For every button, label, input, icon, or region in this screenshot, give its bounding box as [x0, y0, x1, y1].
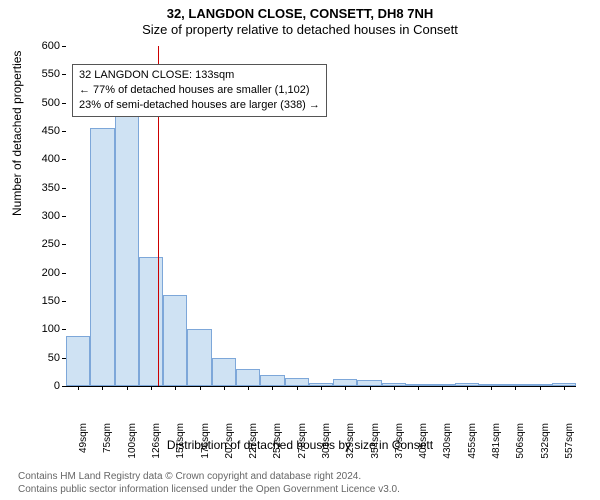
x-axis-label: Distribution of detached houses by size … [0, 438, 600, 452]
ytick-mark [62, 244, 66, 245]
ytick-mark [62, 46, 66, 47]
histogram-bar [187, 329, 211, 386]
histogram-bar [285, 378, 309, 387]
histogram-bar [333, 379, 357, 386]
xtick-mark [345, 386, 346, 390]
histogram-bar [139, 257, 163, 386]
xtick-mark [200, 386, 201, 390]
ytick-label: 50 [28, 352, 60, 364]
histogram-bar [163, 295, 187, 386]
xtick-mark [248, 386, 249, 390]
histogram-bar [90, 128, 114, 386]
histogram-bar [260, 375, 284, 386]
info-box: 32 LANGDON CLOSE: 133sqm← 77% of detache… [72, 64, 327, 117]
xtick-mark [491, 386, 492, 390]
ytick-mark [62, 301, 66, 302]
ytick-label: 550 [28, 68, 60, 80]
xtick-mark [224, 386, 225, 390]
ytick-mark [62, 159, 66, 160]
ytick-mark [62, 329, 66, 330]
page-title: 32, LANGDON CLOSE, CONSETT, DH8 7NH [0, 0, 600, 21]
ytick-label: 150 [28, 295, 60, 307]
ytick-label: 450 [28, 125, 60, 137]
info-box-line: 32 LANGDON CLOSE: 133sqm [79, 68, 320, 83]
info-box-line: ← 77% of detached houses are smaller (1,… [79, 83, 320, 98]
y-axis-label: Number of detached properties [10, 51, 24, 216]
xtick-mark [151, 386, 152, 390]
ytick-mark [62, 103, 66, 104]
footer-line-1: Contains HM Land Registry data © Crown c… [18, 470, 400, 483]
xtick-mark [564, 386, 565, 390]
xtick-mark [102, 386, 103, 390]
footer-line-2: Contains public sector information licen… [18, 483, 400, 496]
histogram-bar [115, 109, 139, 386]
xtick-mark [418, 386, 419, 390]
xtick-mark [467, 386, 468, 390]
ytick-label: 600 [28, 40, 60, 52]
xtick-mark [515, 386, 516, 390]
ytick-label: 250 [28, 238, 60, 250]
ytick-mark [62, 386, 66, 387]
xtick-mark [78, 386, 79, 390]
ytick-mark [62, 131, 66, 132]
plot-area: 05010015020025030035040045050055060049sq… [66, 46, 576, 387]
ytick-mark [62, 74, 66, 75]
histogram-bar [212, 358, 236, 386]
ytick-label: 400 [28, 153, 60, 165]
xtick-mark [321, 386, 322, 390]
histogram-bar [66, 336, 90, 386]
ytick-label: 350 [28, 182, 60, 194]
histogram-bar [236, 369, 260, 386]
xtick-mark [442, 386, 443, 390]
page-subtitle: Size of property relative to detached ho… [0, 21, 600, 37]
xtick-mark [540, 386, 541, 390]
ytick-mark [62, 216, 66, 217]
footer-attribution: Contains HM Land Registry data © Crown c… [18, 470, 400, 496]
info-box-line: 23% of semi-detached houses are larger (… [79, 98, 320, 113]
xtick-mark [370, 386, 371, 390]
ytick-label: 200 [28, 267, 60, 279]
xtick-mark [394, 386, 395, 390]
ytick-mark [62, 273, 66, 274]
ytick-label: 300 [28, 210, 60, 222]
xtick-mark [127, 386, 128, 390]
ytick-label: 500 [28, 97, 60, 109]
ytick-label: 100 [28, 323, 60, 335]
xtick-mark [175, 386, 176, 390]
ytick-label: 0 [28, 380, 60, 392]
ytick-mark [62, 188, 66, 189]
chart-container: 05010015020025030035040045050055060049sq… [66, 46, 576, 386]
xtick-mark [297, 386, 298, 390]
xtick-mark [272, 386, 273, 390]
